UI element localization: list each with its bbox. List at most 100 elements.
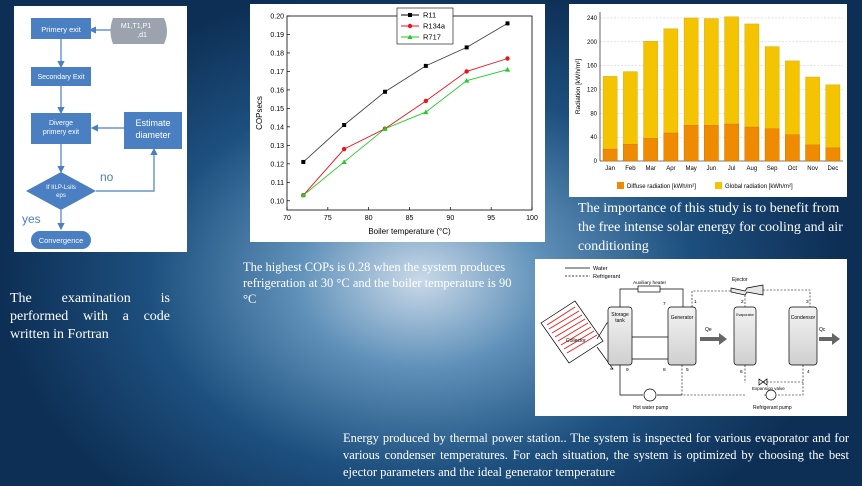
x-axis-label: Boiler temperature (°C)	[368, 227, 451, 236]
x-tick-label: Mar	[645, 166, 655, 172]
primary-exit-label: Primery exit	[41, 25, 82, 34]
y-tick-label: 0.18	[270, 50, 284, 57]
bar-diffuse-sep	[764, 128, 780, 162]
schematic-panel: Water Refrigerant Auxiliary heater Eject…	[535, 259, 847, 416]
secondary-exit-label: Secondary Exit	[37, 74, 84, 81]
legend-swatch-global	[715, 182, 722, 189]
legend-marker	[408, 13, 412, 17]
y-tick-label: 0.17	[270, 69, 284, 76]
refrigerant-pump-label: Refrigerant pump	[753, 405, 792, 411]
qc-label: Qc	[819, 327, 826, 333]
x-tick-label: Nov	[807, 166, 818, 172]
aux-heater	[637, 285, 661, 293]
y-tick-label: 80	[590, 111, 597, 117]
aux-heater-label: Auxiliary heater	[633, 280, 666, 286]
data-point	[423, 98, 429, 104]
y-tick-label: 240	[587, 16, 598, 22]
expansion-valve-label: Expansion valve	[752, 386, 785, 391]
legend-refrigerant: Refrigerant	[593, 274, 621, 280]
flowchart-panel: Primery exit M1,T1,P1 ,d1 Secondary Exit …	[14, 6, 187, 252]
y-tick-label: 0.15	[270, 106, 284, 113]
data-point	[300, 192, 306, 198]
bar-diffuse-apr	[663, 132, 679, 162]
state-4: 4	[807, 369, 810, 375]
x-tick-label: May	[685, 166, 696, 172]
legend-label: R717	[423, 33, 441, 42]
state-5: 5	[686, 367, 689, 373]
data-point	[423, 109, 429, 115]
y-tick-label: 0.12	[270, 161, 284, 168]
generator-label: Generator	[671, 315, 694, 321]
data-point	[423, 63, 428, 68]
data-point	[505, 21, 510, 26]
radiation-chart-panel: 0 40 80 120 160 200 240 Radiation [kWh/m²] Jan Fe…	[569, 4, 847, 197]
storage-tank-label: Storage tank	[611, 312, 629, 324]
legend-label: R11	[423, 11, 436, 20]
x-tick-label: Sep	[767, 166, 778, 172]
inputs-shape	[110, 18, 167, 44]
estimate-label: Estimate diameter	[135, 118, 170, 140]
chart-legend: R11 R134a R717	[396, 7, 454, 45]
data-point	[341, 146, 347, 152]
x-tick-label: 85	[406, 215, 414, 222]
data-point	[382, 126, 388, 131]
series-line-r11	[303, 23, 508, 163]
x-tick-label: Jul	[728, 166, 736, 172]
x-tick-label: Apr	[666, 166, 675, 172]
collector	[540, 300, 604, 364]
x-tick-label: 80	[365, 215, 373, 222]
data-point	[464, 78, 470, 83]
yes-label: yes	[22, 212, 41, 226]
collector-label: Collector	[566, 338, 586, 344]
radiation-chart: 0 40 80 120 160 200 240 Radiation [kWh/m²] Jan Fe…	[575, 12, 843, 190]
decision-label: If IILP-Lsils eps	[46, 185, 76, 199]
data-point	[301, 159, 306, 164]
y-tick-label: 0.19	[270, 32, 284, 39]
state-9: 9	[626, 367, 629, 373]
y-tick-label: 0.20	[270, 14, 284, 21]
ejector	[730, 284, 764, 296]
x-tick-label: Dec	[828, 166, 839, 172]
cops-text: The highest COPs is 0.28 when the system…	[243, 260, 512, 306]
energy-text: Energy produced by thermal power station…	[343, 431, 849, 479]
series-line-r717	[303, 69, 508, 196]
y-tick-label: 0	[594, 159, 598, 165]
bar-global-jan	[602, 76, 618, 162]
x-tick-label: 95	[487, 215, 495, 222]
hot-water-pump	[643, 388, 657, 402]
bar-diffuse-dec	[825, 147, 841, 162]
y-tick-label: 0.14	[270, 124, 284, 131]
convergence-label: Convergence	[39, 236, 84, 245]
bar-diffuse-jul	[724, 123, 739, 162]
state-7: 7	[663, 301, 666, 307]
qe-arrow	[700, 333, 727, 345]
state-8: 8	[663, 367, 666, 373]
ejector-label: Ejector	[732, 277, 748, 283]
cop-chart: 0.10 0.11 0.12 0.13 0.14 0.15 0.16 0.17 0.18 0.19…	[255, 7, 538, 236]
fortran-text: The examination is performed with a code…	[10, 291, 170, 342]
y-axis-label: COPsecs	[255, 96, 264, 130]
bar-diffuse-jan	[602, 148, 618, 162]
x-tick-label: Aug	[747, 166, 758, 172]
qc-arrow	[819, 333, 840, 345]
bar-diffuse-mar	[643, 138, 658, 162]
hot-water-pump-label: Hot water pump	[633, 405, 669, 411]
cop-chart-panel: 0.10 0.11 0.12 0.13 0.14 0.15 0.16 0.17 0.18 0.19…	[250, 4, 545, 242]
x-tick-label: 70	[283, 215, 291, 222]
condenser-label: Condensor	[791, 315, 816, 321]
data-point	[383, 89, 387, 94]
qe-label: Qe	[705, 327, 712, 333]
x-tick-label: Jun	[707, 166, 717, 172]
diverge-label: Diverge primery exit	[43, 120, 79, 136]
legend-marker	[407, 23, 413, 29]
y-tick-label: 0.10	[270, 198, 284, 205]
state-1: 1	[694, 299, 697, 305]
legend-swatch-diffuse	[617, 182, 624, 189]
decision-diamond	[26, 172, 96, 210]
diverge-box	[31, 113, 91, 144]
bar-diffuse-aug	[744, 126, 760, 162]
solar-text: The importance of this study is to benef…	[578, 201, 843, 254]
bar-diffuse-feb	[623, 144, 638, 162]
data-point	[341, 159, 347, 164]
legend-label-global: Global radiation [kWh/m²]	[725, 184, 793, 190]
